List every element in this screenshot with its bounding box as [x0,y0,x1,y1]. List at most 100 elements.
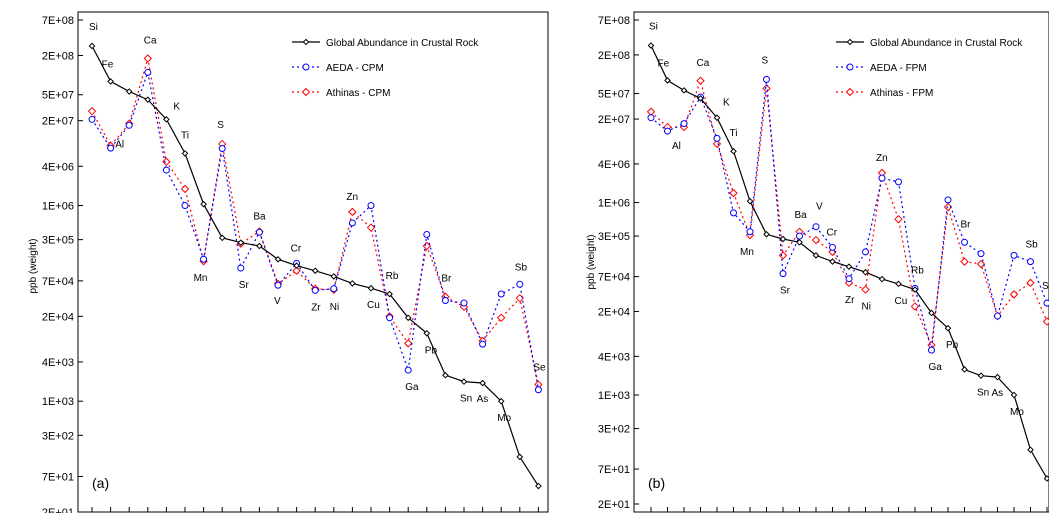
series-athinas-point [778,251,788,260]
y-tick-label: 1E+03 [42,396,74,408]
element-label: Br [441,274,452,285]
series-global-point [994,373,1001,381]
series-global-point [479,379,486,387]
series-global-point [911,286,919,293]
series-global-point [746,197,754,205]
series-global-point [961,366,968,373]
element-label: Pb [425,345,438,356]
legend: Global Abundance in Crustal Rock AEDA - C… [292,38,479,99]
y-tick-label: 5E+07 [42,90,74,102]
series-aeda-point [977,250,985,258]
element-label: Sr [780,286,791,297]
element-label: Sn [460,394,472,405]
legend-entry: Global Abundance in Crustal Rock [870,38,1023,49]
series-global-point [200,200,207,208]
panel-label: (b) [648,475,665,491]
series-aeda-point [779,270,787,278]
y-tick-label: 1E+06 [598,198,630,210]
y-tick-label: 3E+05 [598,231,630,243]
series-global-point [647,42,655,49]
element-label: Zr [311,302,321,313]
element-label: Fe [102,59,114,70]
series-global-point [330,273,338,280]
series-global-point [256,242,263,250]
element-label: Cr [291,243,302,254]
series-aeda-line [650,79,1048,351]
series-athinas-point [515,293,525,303]
y-tick-label: 2E+07 [42,116,74,128]
series-global-point [535,482,542,490]
series-global-point [977,372,985,379]
series-aeda-point [497,290,505,298]
series-global-line [91,45,539,487]
series-athinas-line [91,58,539,385]
series-global-point [862,268,869,276]
series-athinas-point [366,223,376,232]
series-aeda-point [534,386,542,394]
element-label: Mo [1010,407,1024,418]
element-label: Pb [946,340,959,351]
series-global-point [779,235,787,243]
element-label: As [992,388,1004,399]
element-label: K [723,98,730,109]
element-label: Cu [367,300,380,311]
series-global-point [311,267,319,275]
y-tick-label: 2E+08 [598,50,630,62]
series-athinas-point [348,207,357,217]
series-global-point [796,238,803,246]
y-axis-label: ppb (weight) [586,234,597,289]
series-aeda-point [162,166,170,174]
y-tick-label: 1E+03 [598,390,630,402]
element-label: Rb [386,271,399,282]
series-aeda-point [961,238,968,246]
element-label: Ni [330,302,339,313]
element-label: Ni [862,302,871,313]
series-athinas-point [496,313,506,323]
legend-entry: AEDA - FPM [870,63,927,74]
series-aeda-point [944,196,952,204]
y-tick-label: 2E+01 [42,507,74,513]
series-global-point [460,378,468,385]
series-global-line [650,45,1048,479]
series-athinas-point [143,54,153,63]
y-tick-label: 4E+03 [598,351,630,363]
y-tick-label: 7E+08 [42,15,74,27]
element-label: S [217,120,224,131]
panel-label: (a) [92,475,109,491]
series-global-point [274,255,282,263]
legend-entry: Athinas - FPM [870,88,933,99]
series-global-point [497,397,505,405]
series-aeda-point [746,228,754,236]
series-aeda-point [664,127,671,135]
series-aeda-point [1027,258,1034,266]
y-tick-label: 7E+01 [42,472,74,484]
series-aeda-point [330,285,338,293]
series-athinas-point [894,214,903,224]
series-aeda-point [237,264,245,272]
series-aeda-point [479,340,487,348]
y-tick-label: 7E+04 [598,272,630,284]
series-aeda-point [200,255,208,263]
series-aeda-point [348,219,356,227]
y-tick-label: 2E+01 [598,499,630,511]
series-aeda-point [845,275,853,283]
series-global-point [442,371,449,379]
series-global-point [423,329,431,337]
y-tick-label: 5E+07 [598,89,630,101]
series-global-point [181,150,189,157]
element-label: Ti [730,128,738,139]
y-tick-label: 2E+04 [42,311,74,323]
y-axis-label: ppb (weight) [28,238,39,293]
series-aeda-point [1010,251,1018,259]
plot-frame [77,11,549,513]
series-global-point [730,147,737,155]
series-global-point [516,453,524,461]
series-aeda-point [144,68,152,76]
series-athinas-point [696,76,705,85]
series-aeda-point [1043,299,1049,307]
element-label: As [477,394,489,405]
y-tick-label: 4E+06 [598,159,630,171]
y-tick-label: 2E+08 [42,50,74,62]
series-aeda-point [862,248,869,256]
